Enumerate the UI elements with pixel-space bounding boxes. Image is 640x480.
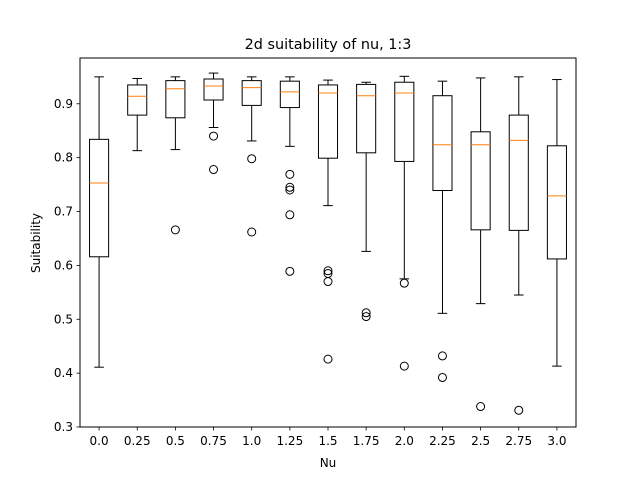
outlier-point: [399, 361, 409, 371]
y-axis: 0.3 0.4 0.5 0.6 0.7 0.8 0.9: [54, 97, 80, 434]
x-tick-label: 2.5: [471, 434, 490, 448]
box-group: [394, 75, 415, 371]
x-tick-label: 2.75: [505, 434, 532, 448]
y-tick-label: 0.4: [54, 366, 73, 380]
box-group: [165, 76, 186, 235]
box-body: [546, 145, 567, 260]
outlier-point: [285, 266, 295, 276]
outlier-point: [437, 372, 447, 382]
box-group: [470, 77, 491, 412]
outlier-point: [514, 405, 524, 415]
y-tick-label: 0.5: [54, 312, 73, 326]
y-tick-label: 0.8: [54, 151, 73, 165]
x-tick-label: 0.0: [90, 434, 109, 448]
x-axis-label: Nu: [320, 456, 337, 470]
x-tick-label: 0.5: [166, 434, 185, 448]
x-tick-label: 0.25: [124, 434, 151, 448]
y-axis-label: Suitability: [29, 213, 43, 273]
box-body: [165, 80, 186, 119]
box-body: [279, 80, 300, 109]
x-tick-label: 3.0: [547, 434, 566, 448]
box-body: [394, 81, 415, 162]
box-group: [432, 80, 453, 382]
x-axis: 0.0 0.25 0.5 0.75 1.0 1.25 1.5 1.75 2.0 2.25 2.5 2.…: [90, 427, 566, 448]
outlier-point: [476, 402, 486, 412]
box-group: [127, 77, 148, 152]
outlier-point: [209, 165, 219, 175]
box-group: [546, 79, 567, 367]
outlier-point: [399, 278, 409, 288]
x-tick-label: 2.0: [395, 434, 414, 448]
box-body: [203, 78, 224, 101]
y-tick-label: 0.9: [54, 97, 73, 111]
outlier-point: [209, 131, 219, 141]
box-body: [317, 84, 339, 159]
box-body: [241, 80, 262, 106]
box-body: [508, 114, 529, 231]
box-body: [356, 83, 377, 154]
outlier-point: [361, 312, 371, 322]
box-group: [317, 79, 339, 364]
y-tick-label: 0.6: [54, 258, 73, 272]
x-tick-label: 1.25: [276, 434, 303, 448]
outlier-point: [170, 225, 180, 235]
outlier-point: [247, 227, 257, 237]
y-tick-label: 0.3: [54, 420, 73, 434]
box-body: [89, 138, 110, 258]
box-series: [89, 72, 567, 415]
y-tick-label: 0.7: [54, 205, 73, 219]
box-group: [508, 76, 529, 415]
outlier-point: [285, 169, 295, 179]
outlier-point: [285, 210, 295, 220]
box-group: [241, 76, 262, 237]
box-body: [470, 131, 491, 231]
x-tick-label: 2.25: [429, 434, 456, 448]
x-tick-label: 1.0: [242, 434, 261, 448]
outlier-point: [285, 185, 295, 195]
chart-title: 2d suitability of nu, 1:3: [245, 37, 412, 53]
box-group: [279, 76, 300, 276]
outlier-point: [361, 308, 371, 318]
outlier-point: [323, 266, 333, 276]
outlier-point: [285, 182, 295, 192]
x-tick-label: 1.75: [353, 434, 380, 448]
outlier-point: [247, 154, 257, 164]
box-body: [127, 84, 148, 116]
box-group: [356, 81, 377, 322]
box-group: [89, 76, 110, 368]
x-tick-label: 0.75: [200, 434, 227, 448]
box-group: [203, 72, 224, 175]
outlier-point: [437, 351, 447, 361]
outlier-point: [323, 354, 333, 364]
outlier-point: [323, 277, 333, 287]
plot-area-frame: [79, 57, 577, 428]
box-body: [432, 95, 453, 192]
x-tick-label: 1.5: [318, 434, 337, 448]
